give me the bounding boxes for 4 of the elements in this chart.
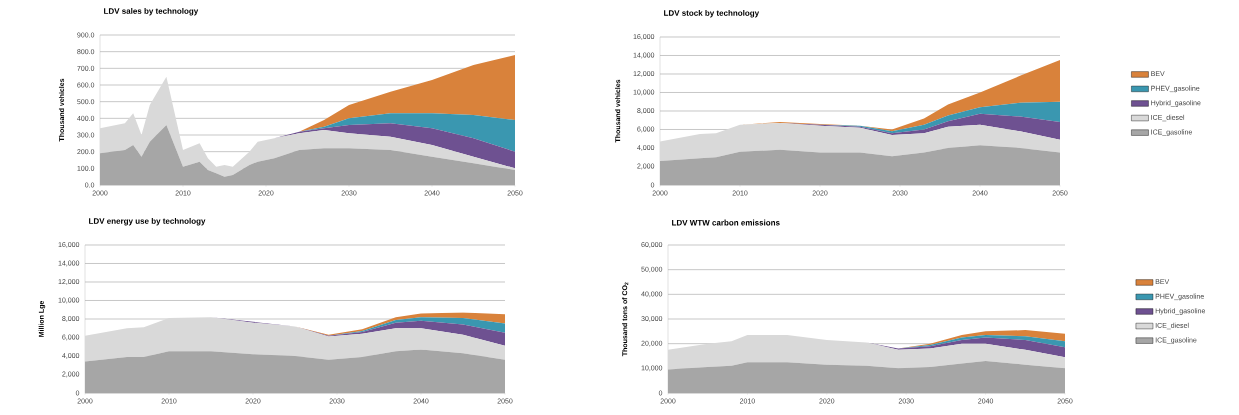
chart-title: LDV WTW carbon emissions [672, 219, 780, 226]
chart-title: LDV stock by technology [664, 9, 760, 18]
chart-title: LDV energy use by technology [89, 217, 206, 226]
chart-title: LDV sales by technology [104, 7, 199, 16]
